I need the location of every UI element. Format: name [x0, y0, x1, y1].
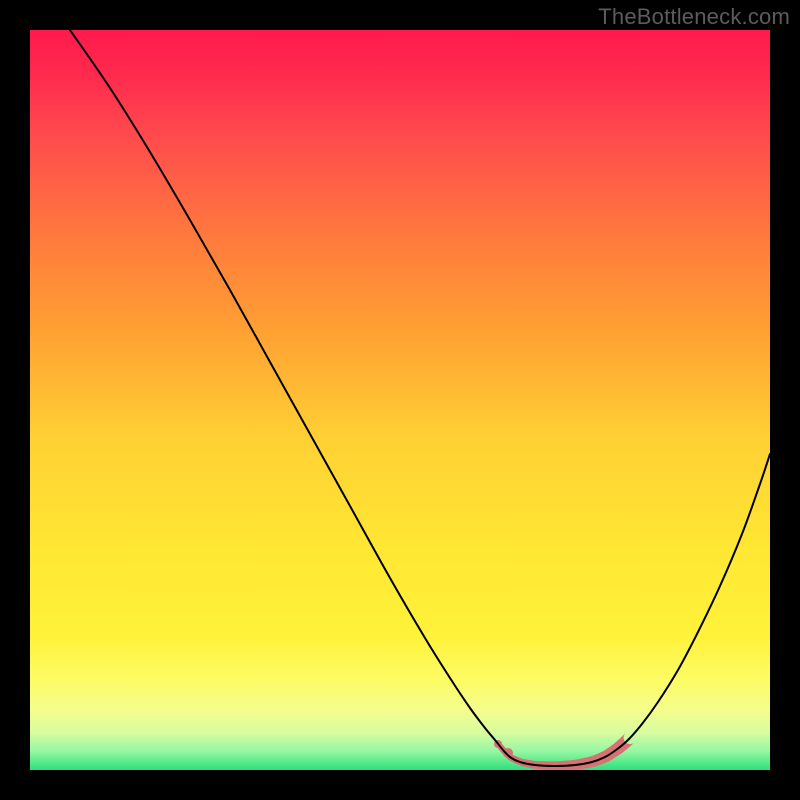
watermark-text: TheBottleneck.com: [598, 4, 790, 30]
chart-background-gradient: [30, 30, 770, 770]
chart-frame: TheBottleneck.com: [0, 0, 800, 800]
